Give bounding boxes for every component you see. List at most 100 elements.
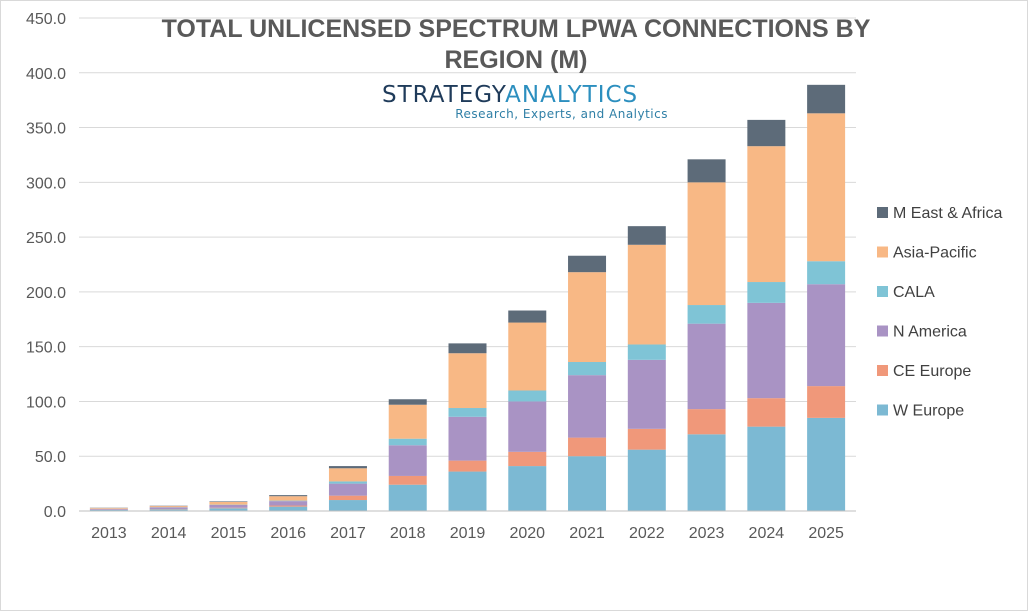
- bar-segment: [568, 272, 607, 363]
- legend-label: N America: [893, 324, 967, 341]
- bar-segment: [388, 399, 427, 405]
- bar-segment: [508, 322, 547, 391]
- bar-segment: [328, 483, 367, 496]
- y-tick-label: 0.0: [44, 504, 66, 521]
- bar-segment: [269, 501, 308, 506]
- bar-segment: [448, 343, 487, 354]
- bar-segment: [328, 466, 367, 469]
- y-tick-label: 150.0: [26, 340, 66, 357]
- bar-segment: [627, 226, 666, 245]
- y-tick-label: 100.0: [26, 394, 66, 411]
- x-tick-label: 2020: [509, 525, 545, 542]
- legend: M East & Africa Asia-Pacific CALA N America…: [877, 205, 1002, 420]
- bar-segment: [687, 182, 726, 306]
- bar-segment: [627, 449, 666, 511]
- legend-swatch: [877, 286, 888, 297]
- bar-segment: [568, 255, 607, 273]
- bar-segment: [807, 261, 846, 285]
- bar-segment: [627, 244, 666, 345]
- bar-segment: [448, 471, 487, 511]
- bar-segment: [807, 417, 846, 511]
- bar-segment: [747, 302, 786, 399]
- bar-segment: [89, 507, 128, 509]
- x-tick-label: 2022: [629, 525, 665, 542]
- logo-tagline: Research, Experts, and Analytics: [455, 107, 668, 121]
- bar-segment: [508, 451, 547, 467]
- bar-segment: [807, 284, 846, 387]
- bar-segment: [269, 505, 308, 507]
- bar-segment: [747, 426, 786, 511]
- bar-segment: [448, 353, 487, 409]
- x-tick-label: 2014: [151, 525, 187, 542]
- bar-segment: [89, 508, 128, 510]
- bar-segment: [508, 401, 547, 452]
- bar-segment: [627, 344, 666, 360]
- x-tick-label: 2013: [91, 525, 127, 542]
- bar-segment: [807, 84, 846, 114]
- chart-title-line-1: TOTAL UNLICENSED SPECTRUM LPWA CONNECTIO…: [162, 15, 871, 43]
- bar-segment: [807, 113, 846, 262]
- bar-segment: [149, 506, 188, 508]
- bar-segment: [328, 468, 367, 482]
- strategy-analytics-logo: STRATEGYANALYTICS Research, Experts, and…: [382, 82, 668, 121]
- bar-segment: [627, 428, 666, 450]
- chart-title-line-2: REGION (M): [444, 46, 587, 74]
- y-tick-label: 400.0: [26, 66, 66, 83]
- bar-segment: [508, 310, 547, 323]
- x-tick-label: 2016: [270, 525, 306, 542]
- x-tick-label: 2024: [749, 525, 785, 542]
- y-tick-label: 450.0: [26, 11, 66, 28]
- bar-segment: [687, 434, 726, 511]
- x-tick-label: 2021: [569, 525, 605, 542]
- bar-segment: [388, 404, 427, 439]
- y-tick-label: 300.0: [26, 175, 66, 192]
- logo-name-part1: STRATEGY: [382, 82, 507, 108]
- legend-swatch: [877, 207, 888, 218]
- bars: [89, 84, 846, 511]
- bar-segment: [269, 506, 308, 511]
- bar-segment: [627, 359, 666, 429]
- bar-segment: [388, 438, 427, 446]
- x-tick-label: 2025: [808, 525, 844, 542]
- bar-segment: [328, 481, 367, 484]
- bar-segment: [747, 119, 786, 147]
- bar-segment: [209, 501, 248, 502]
- y-tick-label: 200.0: [26, 285, 66, 302]
- bar-segment: [388, 484, 427, 511]
- y-tick-label: 250.0: [26, 230, 66, 247]
- legend-label: M East & Africa: [893, 205, 1002, 222]
- bar-segment: [747, 282, 786, 303]
- legend-swatch: [877, 325, 888, 337]
- bar-segment: [149, 509, 188, 511]
- bar-segment: [747, 146, 786, 283]
- x-tick-label: 2017: [330, 525, 366, 542]
- bar-segment: [687, 409, 726, 435]
- bar-segment: [687, 305, 726, 324]
- bar-segment: [448, 460, 487, 472]
- bar-segment: [568, 456, 607, 511]
- logo-text: STRATEGYANALYTICS: [382, 82, 638, 108]
- bar-segment: [747, 398, 786, 427]
- bar-segment: [209, 508, 248, 511]
- legend-swatch: [877, 365, 888, 376]
- bar-segment: [269, 500, 308, 502]
- legend-label: CE Europe: [893, 363, 971, 380]
- legend-swatch: [877, 404, 888, 416]
- bar-segment: [807, 386, 846, 418]
- bar-segment: [89, 509, 128, 511]
- bar-segment: [269, 495, 308, 497]
- bar-segment: [687, 159, 726, 183]
- y-tick-label: 350.0: [26, 121, 66, 138]
- x-axis-ticks: 2013 2014 2015 2016 2017 2018 2019 2020 2021 2022…: [91, 525, 844, 542]
- bar-segment: [209, 504, 248, 508]
- x-tick-label: 2023: [689, 525, 725, 542]
- chart-title: TOTAL UNLICENSED SPECTRUM LPWA CONNECTIO…: [162, 15, 871, 74]
- gridlines: [79, 17, 856, 457]
- legend-label: CALA: [893, 284, 935, 301]
- x-tick-label: 2019: [450, 525, 486, 542]
- bar-segment: [209, 501, 248, 505]
- legend-swatch: [877, 246, 888, 258]
- legend-label: Asia-Pacific: [893, 245, 977, 262]
